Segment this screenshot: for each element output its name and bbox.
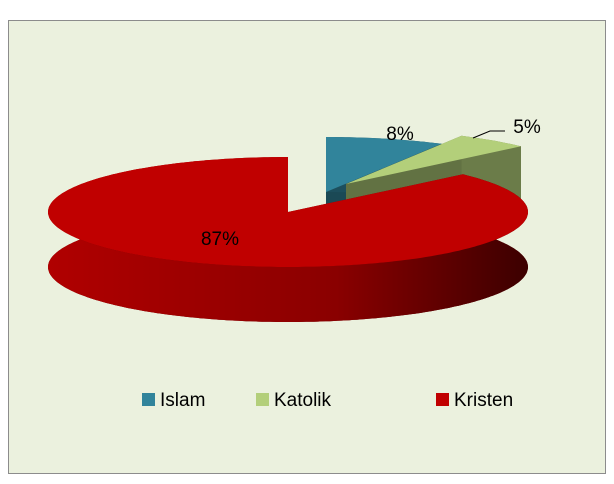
legend-label: Katolik: [274, 390, 332, 411]
slice: [346, 135, 521, 184]
slice: [48, 157, 528, 267]
data-label: 5%: [513, 117, 541, 138]
legend-label: Islam: [160, 390, 205, 411]
legend-swatch: [436, 393, 449, 406]
legend-swatch: [256, 393, 269, 406]
slice: [326, 137, 442, 192]
legend-label: Kristen: [454, 390, 513, 411]
legend-swatch: [142, 393, 155, 406]
leader-line: [472, 130, 505, 139]
data-label: 87%: [201, 229, 239, 250]
data-label: 8%: [386, 124, 414, 145]
